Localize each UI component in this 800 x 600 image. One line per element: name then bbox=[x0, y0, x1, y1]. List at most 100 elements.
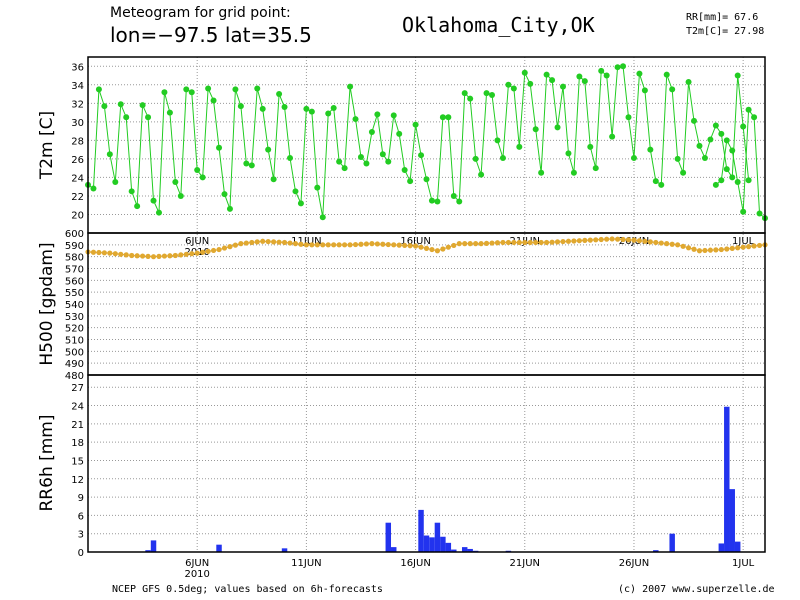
temperature-point bbox=[745, 177, 752, 184]
temperature-point bbox=[570, 169, 577, 176]
h500-point bbox=[451, 242, 457, 249]
y-tick-label: 0 bbox=[78, 548, 84, 559]
temperature-point bbox=[401, 167, 408, 174]
h500-point bbox=[680, 243, 686, 249]
h500-point bbox=[625, 237, 632, 243]
temperature-point bbox=[674, 155, 681, 162]
y-tick-label: 9 bbox=[78, 493, 84, 504]
y-tick-label: 550 bbox=[65, 288, 84, 299]
h500-point bbox=[265, 238, 271, 245]
temperature-point bbox=[117, 101, 124, 108]
temperature-point bbox=[718, 130, 725, 137]
h500-point bbox=[391, 242, 397, 248]
source-note: NCEP GFS 0.5deg; values based on 6h-fore… bbox=[112, 584, 383, 595]
y-tick-label: 510 bbox=[65, 336, 84, 347]
temperature-point bbox=[723, 137, 730, 144]
temperature-point bbox=[352, 116, 359, 123]
y-tick-label: 30 bbox=[71, 118, 84, 129]
temperature-point bbox=[95, 86, 102, 93]
y-tick-label: 18 bbox=[71, 438, 84, 449]
temperature-point bbox=[652, 178, 659, 185]
temperature-point bbox=[499, 154, 506, 161]
h500-point bbox=[210, 247, 217, 254]
h500-point bbox=[544, 239, 550, 246]
h500-point bbox=[664, 241, 670, 247]
temperature-point bbox=[226, 205, 233, 212]
h500-point bbox=[675, 242, 681, 248]
h500-point bbox=[429, 246, 435, 253]
temperature-point bbox=[576, 73, 583, 80]
temperature-point bbox=[549, 77, 556, 84]
temperature-point bbox=[467, 95, 474, 102]
y-tick-label: 520 bbox=[65, 324, 84, 335]
temperature-point bbox=[658, 181, 665, 188]
h500-point bbox=[363, 241, 370, 247]
temperature-point bbox=[101, 103, 108, 110]
h500-point bbox=[172, 252, 178, 259]
h500-point bbox=[298, 241, 304, 247]
temperature-point bbox=[287, 154, 294, 161]
h500-point bbox=[729, 245, 735, 251]
y-axis-label: RR6h [mm] bbox=[37, 414, 57, 511]
temperature-point bbox=[680, 169, 687, 176]
y-tick-label: 530 bbox=[65, 312, 84, 323]
temperature-point bbox=[199, 174, 206, 181]
temperature-point bbox=[734, 72, 741, 79]
x-tick-label: 11JUN bbox=[291, 236, 321, 247]
panel-frame bbox=[87, 374, 766, 553]
temperature-point bbox=[581, 78, 588, 85]
y-tick-label: 36 bbox=[71, 62, 84, 73]
temperature-point bbox=[330, 104, 337, 111]
temperature-point bbox=[379, 151, 386, 158]
temperature-point bbox=[614, 64, 621, 71]
temperature-point bbox=[166, 109, 173, 116]
h500-point bbox=[746, 244, 752, 250]
temperature-point bbox=[336, 158, 343, 165]
h500-point bbox=[505, 239, 511, 246]
temperature-point bbox=[281, 104, 288, 111]
h500-point bbox=[631, 237, 637, 243]
y-tick-label: 570 bbox=[65, 265, 84, 276]
y-tick-label: 580 bbox=[65, 253, 84, 264]
h500-point bbox=[647, 239, 653, 245]
precip-bar bbox=[451, 549, 457, 552]
h500-point bbox=[418, 244, 424, 250]
temperature-point bbox=[729, 174, 736, 181]
temperature-point bbox=[478, 171, 485, 178]
temperature-point bbox=[712, 181, 719, 188]
x-tick-label: 26JUN bbox=[619, 558, 649, 569]
h500-point bbox=[205, 248, 211, 254]
h500-point bbox=[440, 246, 446, 252]
title-line-2: lon=−97.5 lat=35.5 bbox=[110, 23, 312, 47]
y-tick-label: 24 bbox=[71, 402, 84, 413]
h500-point bbox=[604, 236, 610, 242]
x-tick-label: 16JUN bbox=[400, 558, 430, 569]
h500-point bbox=[331, 242, 337, 248]
temperature-point bbox=[341, 165, 348, 172]
temperature-point bbox=[445, 114, 452, 121]
precip-bar bbox=[734, 541, 741, 552]
temperature-point bbox=[205, 85, 212, 92]
temperature-point bbox=[543, 71, 550, 78]
temperature-point bbox=[161, 89, 168, 96]
temperature-point bbox=[472, 155, 479, 162]
temperature-point bbox=[216, 144, 223, 151]
y-tick-label: 600 bbox=[65, 229, 84, 240]
h500-point bbox=[653, 239, 659, 246]
precip-bar bbox=[724, 406, 730, 552]
temperature-point bbox=[243, 160, 250, 167]
temperature-point bbox=[319, 214, 326, 221]
y-tick-label: 500 bbox=[65, 347, 84, 358]
h500-point bbox=[751, 243, 757, 249]
h500-point bbox=[522, 239, 528, 246]
precip-bar bbox=[385, 522, 392, 552]
precip-bar bbox=[391, 547, 397, 552]
y-tick-label: 27 bbox=[71, 383, 84, 394]
h500-point bbox=[407, 243, 413, 249]
precip-bar bbox=[434, 522, 441, 552]
temperature-point bbox=[303, 105, 310, 112]
y-tick-label: 560 bbox=[65, 276, 84, 287]
temperature-point bbox=[259, 105, 266, 112]
temperature-point bbox=[123, 114, 130, 121]
